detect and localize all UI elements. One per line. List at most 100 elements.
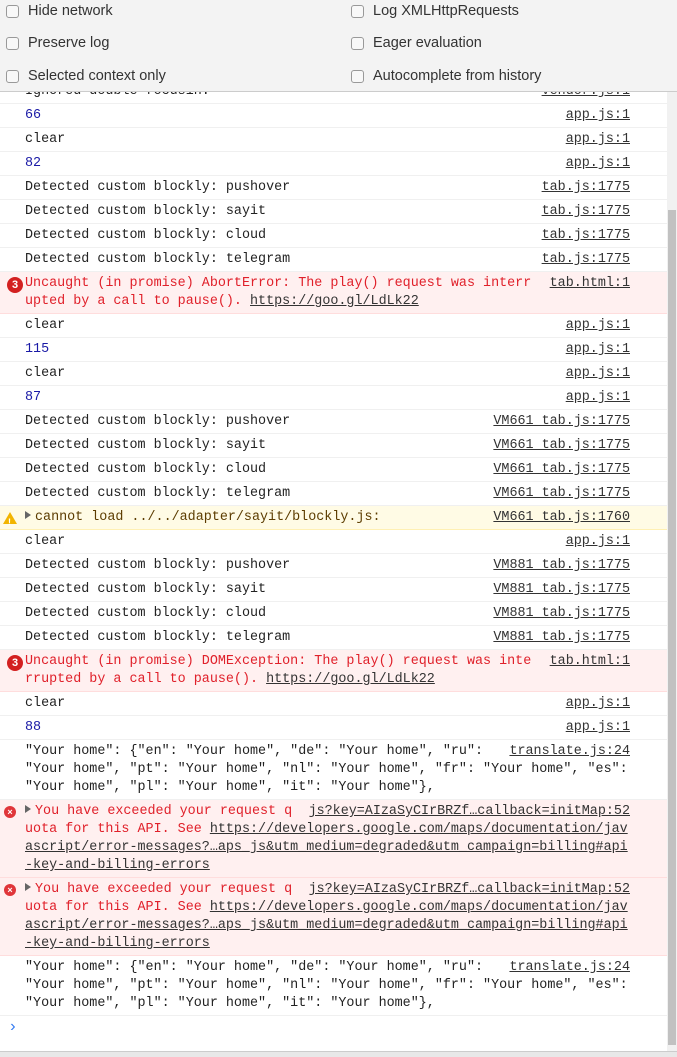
eager-evaluation-checkbox[interactable]: Eager evaluation	[345, 33, 482, 53]
source-link[interactable]: VM661 tab.js:1775	[493, 438, 630, 453]
vertical-scrollbar[interactable]	[667, 92, 677, 1057]
option-label: Hide network	[28, 3, 113, 19]
log-message: tab.js:1775 Detected custom blockly: clou…	[0, 224, 667, 248]
log-message: app.js:1 clear	[0, 530, 667, 554]
message-text: clear	[25, 534, 66, 549]
option-label: Eager evaluation	[373, 35, 482, 51]
expand-triangle-icon[interactable]	[25, 805, 31, 813]
source-link[interactable]: js?key=AIzaSyCIrBRZf…callback=initMap:52	[308, 804, 630, 819]
expand-triangle-icon[interactable]	[25, 511, 31, 519]
checkbox-icon[interactable]	[6, 36, 19, 50]
log-message: VM881 tab.js:1775 Detected custom blockly…	[0, 602, 667, 626]
log-message: VM661 tab.js:1775 Detected custom blockly…	[0, 434, 667, 458]
source-link[interactable]: VM661 tab.js:1775	[493, 462, 630, 477]
message-text: Detected custom blockly: pushover	[25, 180, 291, 195]
message-text: clear	[25, 132, 66, 147]
message-text: Detected custom blockly: sayit	[25, 582, 267, 597]
log-message: vendor.js:1 Ignored double focusin:	[0, 92, 667, 104]
chevron-right-icon: ›	[8, 1018, 18, 1036]
checkbox-icon[interactable]	[6, 4, 19, 18]
message-url-link[interactable]: https://goo.gl/LdLk22	[266, 672, 435, 687]
log-message: translate.js:24 "Your home": {"en": "Your…	[0, 740, 667, 800]
source-link[interactable]: VM881 tab.js:1775	[493, 582, 630, 597]
source-link[interactable]: app.js:1	[565, 534, 630, 549]
message-text: "Your home": {"en": "Your home", "de": "…	[25, 960, 628, 1011]
option-label: Log XMLHttpRequests	[373, 3, 519, 19]
source-link[interactable]: translate.js:24	[509, 960, 630, 975]
message-text: clear	[25, 696, 66, 711]
log-message: app.js:1 clear	[0, 314, 667, 338]
log-message: app.js:1 88	[0, 716, 667, 740]
log-message: app.js:1 clear	[0, 362, 667, 386]
scrollbar-thumb[interactable]	[668, 210, 676, 1045]
source-link[interactable]: app.js:1	[565, 696, 630, 711]
source-link[interactable]: app.js:1	[565, 390, 630, 405]
source-link[interactable]: app.js:1	[565, 342, 630, 357]
autocomplete-history-checkbox[interactable]: Autocomplete from history	[345, 66, 541, 86]
log-message: VM661 tab.js:1775 Detected custom blockly…	[0, 458, 667, 482]
console-prompt-input[interactable]: ›	[0, 1016, 667, 1044]
source-link[interactable]: app.js:1	[565, 132, 630, 147]
checkbox-icon[interactable]	[6, 69, 19, 83]
source-link[interactable]: app.js:1	[565, 366, 630, 381]
checkbox-icon[interactable]	[351, 36, 364, 50]
source-link[interactable]: app.js:1	[565, 108, 630, 123]
error-message: × js?key=AIzaSyCIrBRZf…callback=initMap:5…	[0, 878, 667, 956]
message-text: clear	[25, 318, 66, 333]
hide-network-checkbox[interactable]: Hide network	[0, 1, 113, 21]
log-message: VM881 tab.js:1775 Detected custom blockly…	[0, 626, 667, 650]
message-text: Detected custom blockly: sayit	[25, 438, 267, 453]
source-link[interactable]: translate.js:24	[509, 744, 630, 759]
message-text: 115	[25, 342, 50, 357]
message-text: clear	[25, 366, 66, 381]
message-url-link[interactable]: https://goo.gl/LdLk22	[250, 294, 419, 309]
checkbox-icon[interactable]	[351, 69, 364, 83]
error-message: 3 tab.html:1 Uncaught (in promise) DOMExce…	[0, 650, 667, 692]
warning-icon: !	[3, 512, 17, 527]
message-text: Detected custom blockly: cloud	[25, 228, 267, 243]
message-text: Detected custom blockly: sayit	[25, 204, 267, 219]
checkbox-icon[interactable]	[351, 4, 364, 18]
log-message: VM881 tab.js:1775 Detected custom blockly…	[0, 554, 667, 578]
message-text: Detected custom blockly: telegram	[25, 252, 291, 267]
log-xhr-checkbox[interactable]: Log XMLHttpRequests	[345, 1, 519, 21]
message-text: "Your home": {"en": "Your home", "de": "…	[25, 744, 628, 795]
source-link[interactable]: app.js:1	[565, 156, 630, 171]
horizontal-scrollbar[interactable]	[0, 1051, 677, 1057]
message-text: Uncaught (in promise) AbortError: The pl…	[25, 276, 532, 309]
log-message: VM881 tab.js:1775 Detected custom blockly…	[0, 578, 667, 602]
source-link[interactable]: tab.html:1	[549, 654, 630, 669]
message-text: Detected custom blockly: telegram	[25, 630, 291, 645]
source-link[interactable]: app.js:1	[565, 720, 630, 735]
message-url-link[interactable]: https://developers.google.com/maps/docum…	[25, 900, 628, 951]
message-text: Ignored double focusin:	[25, 92, 210, 99]
source-link[interactable]: VM661 tab.js:1775	[493, 486, 630, 501]
log-message: app.js:1 87	[0, 386, 667, 410]
option-label: Preserve log	[28, 35, 110, 51]
message-text: You have exceeded your request quota for…	[25, 804, 293, 837]
log-message: translate.js:24 "Your home": {"en": "Your…	[0, 956, 667, 1016]
source-link[interactable]: tab.html:1	[549, 276, 630, 291]
source-link[interactable]: VM881 tab.js:1775	[493, 606, 630, 621]
message-text: Detected custom blockly: cloud	[25, 606, 267, 621]
message-text: Detected custom blockly: cloud	[25, 462, 267, 477]
preserve-log-checkbox[interactable]: Preserve log	[0, 33, 109, 53]
source-link[interactable]: VM661 tab.js:1775	[493, 414, 630, 429]
message-url-link[interactable]: https://developers.google.com/maps/docum…	[25, 822, 628, 873]
console-messages: vendor.js:1 Ignored double focusin: app.js…	[0, 92, 667, 1044]
log-message: app.js:1 clear	[0, 128, 667, 152]
source-link[interactable]: tab.js:1775	[541, 180, 630, 195]
source-link[interactable]: tab.js:1775	[541, 252, 630, 267]
source-link[interactable]: VM881 tab.js:1775	[493, 558, 630, 573]
source-link[interactable]: js?key=AIzaSyCIrBRZf…callback=initMap:52	[308, 882, 630, 897]
message-text: Detected custom blockly: telegram	[25, 486, 291, 501]
source-link[interactable]: VM881 tab.js:1775	[493, 630, 630, 645]
source-link[interactable]: VM661 tab.js:1760	[493, 510, 630, 525]
source-link[interactable]: tab.js:1775	[541, 204, 630, 219]
source-link[interactable]: app.js:1	[565, 318, 630, 333]
selected-context-only-checkbox[interactable]: Selected context only	[0, 66, 166, 86]
console-log: vendor.js:1 Ignored double focusin: app.js…	[0, 92, 667, 1057]
source-link[interactable]: tab.js:1775	[541, 228, 630, 243]
expand-triangle-icon[interactable]	[25, 883, 31, 891]
source-link[interactable]: vendor.js:1	[542, 92, 630, 101]
